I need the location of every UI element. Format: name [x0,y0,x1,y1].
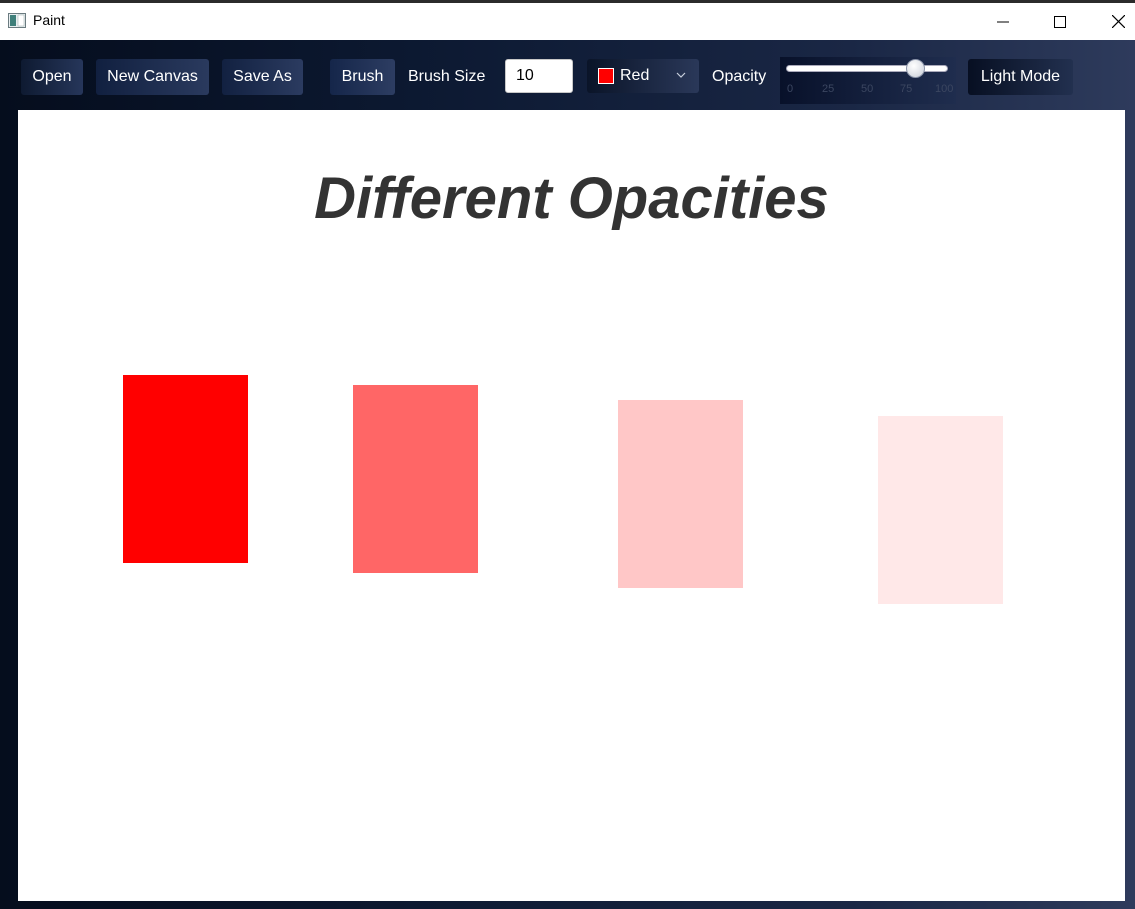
opacity-rectangle [353,385,478,573]
opacity-rectangle [618,400,743,588]
opacity-tick-label: 25 [822,83,835,95]
toolbar: Open New Canvas Save As Brush Brush Size… [0,40,1135,110]
close-icon [1111,15,1125,28]
color-dropdown-value: Red [620,67,650,84]
brush-size-label: Brush Size [408,68,486,85]
canvas-title-text: Different Opacities [314,166,829,231]
opacity-tick-label: 100 [935,83,954,95]
brush-button[interactable]: Brush [330,59,395,95]
color-dropdown[interactable]: Red [587,59,699,93]
minimize-button[interactable] [980,3,1026,40]
app-icon [8,13,26,28]
opacity-slider-thumb[interactable] [906,59,926,78]
light-mode-button[interactable]: Light Mode [968,59,1073,95]
open-button[interactable]: Open [21,59,83,95]
maximize-button[interactable] [1037,3,1083,40]
minimize-icon [997,21,1009,22]
opacity-slider-track[interactable] [786,65,948,72]
new-canvas-button[interactable]: New Canvas [96,59,209,95]
opacity-label: Opacity [712,68,767,85]
app-area: Open New Canvas Save As Brush Brush Size… [0,40,1135,909]
brush-size-input[interactable] [505,59,573,93]
title-bar[interactable]: Paint [0,3,1135,40]
window-title: Paint [33,12,65,28]
opacity-rectangle [123,375,248,563]
opacity-tick-label: 0 [787,83,794,95]
window-border [0,0,1135,3]
maximize-icon [1054,15,1066,28]
close-button[interactable] [1095,3,1135,40]
opacity-slider[interactable]: 0 25 50 75 100 [780,57,956,104]
save-as-button[interactable]: Save As [222,59,303,95]
opacity-tick-label: 50 [861,83,874,95]
opacity-rectangle [878,416,1003,604]
drawing-canvas[interactable]: Different Opacities [18,110,1125,901]
color-swatch [598,68,614,84]
chevron-down-icon [676,72,686,78]
opacity-tick-label: 75 [900,83,913,95]
